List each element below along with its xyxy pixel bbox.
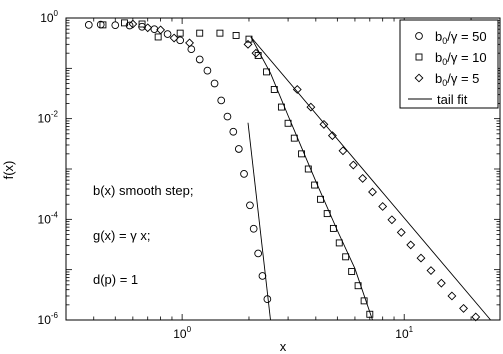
y-tick-label: 100 (40, 9, 58, 25)
circle-data-point (210, 79, 219, 88)
square-data-point (245, 35, 253, 43)
circle-data-point (254, 249, 263, 258)
diamond-data-point (292, 85, 302, 94)
annotation-text: b(x) smooth step; g(x) = γ x; d(p) = 1 (93, 183, 193, 287)
square-data-point (311, 181, 319, 189)
circle-data-point (223, 112, 232, 121)
legend: b0/γ = 50 b0/γ = 10 b0/γ = 5 tail fit (399, 19, 499, 109)
diamond-data-point (338, 146, 348, 156)
diamond-data-point (358, 173, 368, 183)
square-data-point (121, 19, 128, 27)
y-tick-label: 10-2 (38, 110, 59, 126)
diamond-data-point (156, 25, 166, 35)
diamond-data-point (471, 312, 481, 322)
legend-box (399, 19, 499, 109)
square-data-point (317, 195, 324, 203)
legend-label: tail fit (437, 92, 468, 107)
diamond-data-point (378, 202, 388, 211)
circle-data-point (111, 21, 120, 30)
circle-data-point (84, 21, 93, 29)
square-data-point (277, 103, 285, 111)
diamond-data-point (447, 291, 457, 301)
square-data-point (99, 21, 107, 29)
diamond-data-point (169, 33, 179, 43)
diamond-data-point (459, 303, 468, 313)
annotation-line: d(p) = 1 (93, 272, 138, 287)
square-data-point (216, 29, 224, 37)
diamond-data-point (426, 266, 436, 275)
square-data-point (290, 134, 298, 142)
x-tick-label: 100 (173, 325, 191, 341)
square-data-point (335, 239, 343, 247)
diamond-data-point (185, 38, 194, 48)
diamond-data-point (128, 19, 138, 29)
square-data-point (138, 20, 146, 28)
diamond-data-point (319, 119, 329, 129)
square-data-point (360, 297, 368, 305)
square-data-point (342, 253, 350, 261)
square-data-point (254, 52, 262, 59)
square-data-point (270, 86, 278, 93)
square-data-point (323, 210, 331, 218)
diamond-data-point (251, 48, 261, 58)
tail-fit-line (247, 122, 271, 321)
diamond-data-point (396, 227, 406, 237)
circle-data-point (240, 170, 248, 178)
circle-data-point (246, 201, 254, 210)
circle-data-point (234, 145, 243, 153)
legend-label: b0/γ = 5 (435, 71, 479, 88)
diamond-data-point (368, 187, 377, 197)
y-tick-label: 10-4 (38, 210, 59, 226)
x-axis-label: x (280, 339, 287, 354)
circle-data-point (195, 55, 204, 64)
legend-circle-swatch (415, 32, 423, 40)
square-data-point (196, 29, 204, 37)
square-data-point (354, 282, 362, 290)
circle-data-point (217, 96, 226, 105)
square-data-point (366, 310, 374, 318)
data-points (84, 19, 481, 322)
circle-data-point (263, 295, 272, 303)
diamond-data-point (406, 240, 416, 250)
legend-label: b0/γ = 50 (435, 29, 487, 46)
square-data-point (232, 32, 240, 39)
square-data-point (284, 119, 292, 127)
circle-data-point (176, 36, 185, 45)
legend-label: b0/γ = 10 (435, 50, 487, 67)
diamond-data-point (416, 253, 426, 263)
diamond-data-point (327, 131, 337, 141)
circle-data-point (203, 66, 212, 75)
square-data-point (298, 150, 306, 158)
legend-diamond-swatch (414, 73, 424, 83)
circle-data-point (163, 30, 172, 38)
square-data-point (176, 29, 184, 37)
circle-data-point (187, 45, 196, 54)
square-data-point (329, 224, 337, 232)
x-tick-label: 101 (395, 325, 413, 341)
circle-data-point (258, 272, 267, 280)
diamond-data-point (306, 102, 316, 112)
diamond-data-point (387, 215, 397, 225)
annotation-line: b(x) smooth step; (93, 183, 193, 198)
legend-square-swatch (415, 53, 423, 61)
diamond-data-point (348, 160, 358, 170)
diamond-data-point (436, 278, 446, 288)
y-tick-label: 10-6 (38, 311, 59, 327)
y-axis-label: f(x) (1, 161, 16, 180)
diamond-data-point (143, 23, 153, 33)
annotation-line: g(x) = γ x; (93, 228, 150, 243)
square-data-point (304, 165, 312, 173)
tail-fit-line (250, 36, 491, 321)
square-data-point (348, 268, 356, 275)
square-data-point (263, 68, 271, 76)
square-data-point (154, 33, 162, 41)
diamond-data-point (243, 39, 253, 49)
circle-data-point (229, 127, 238, 136)
circle-data-point (249, 224, 258, 233)
